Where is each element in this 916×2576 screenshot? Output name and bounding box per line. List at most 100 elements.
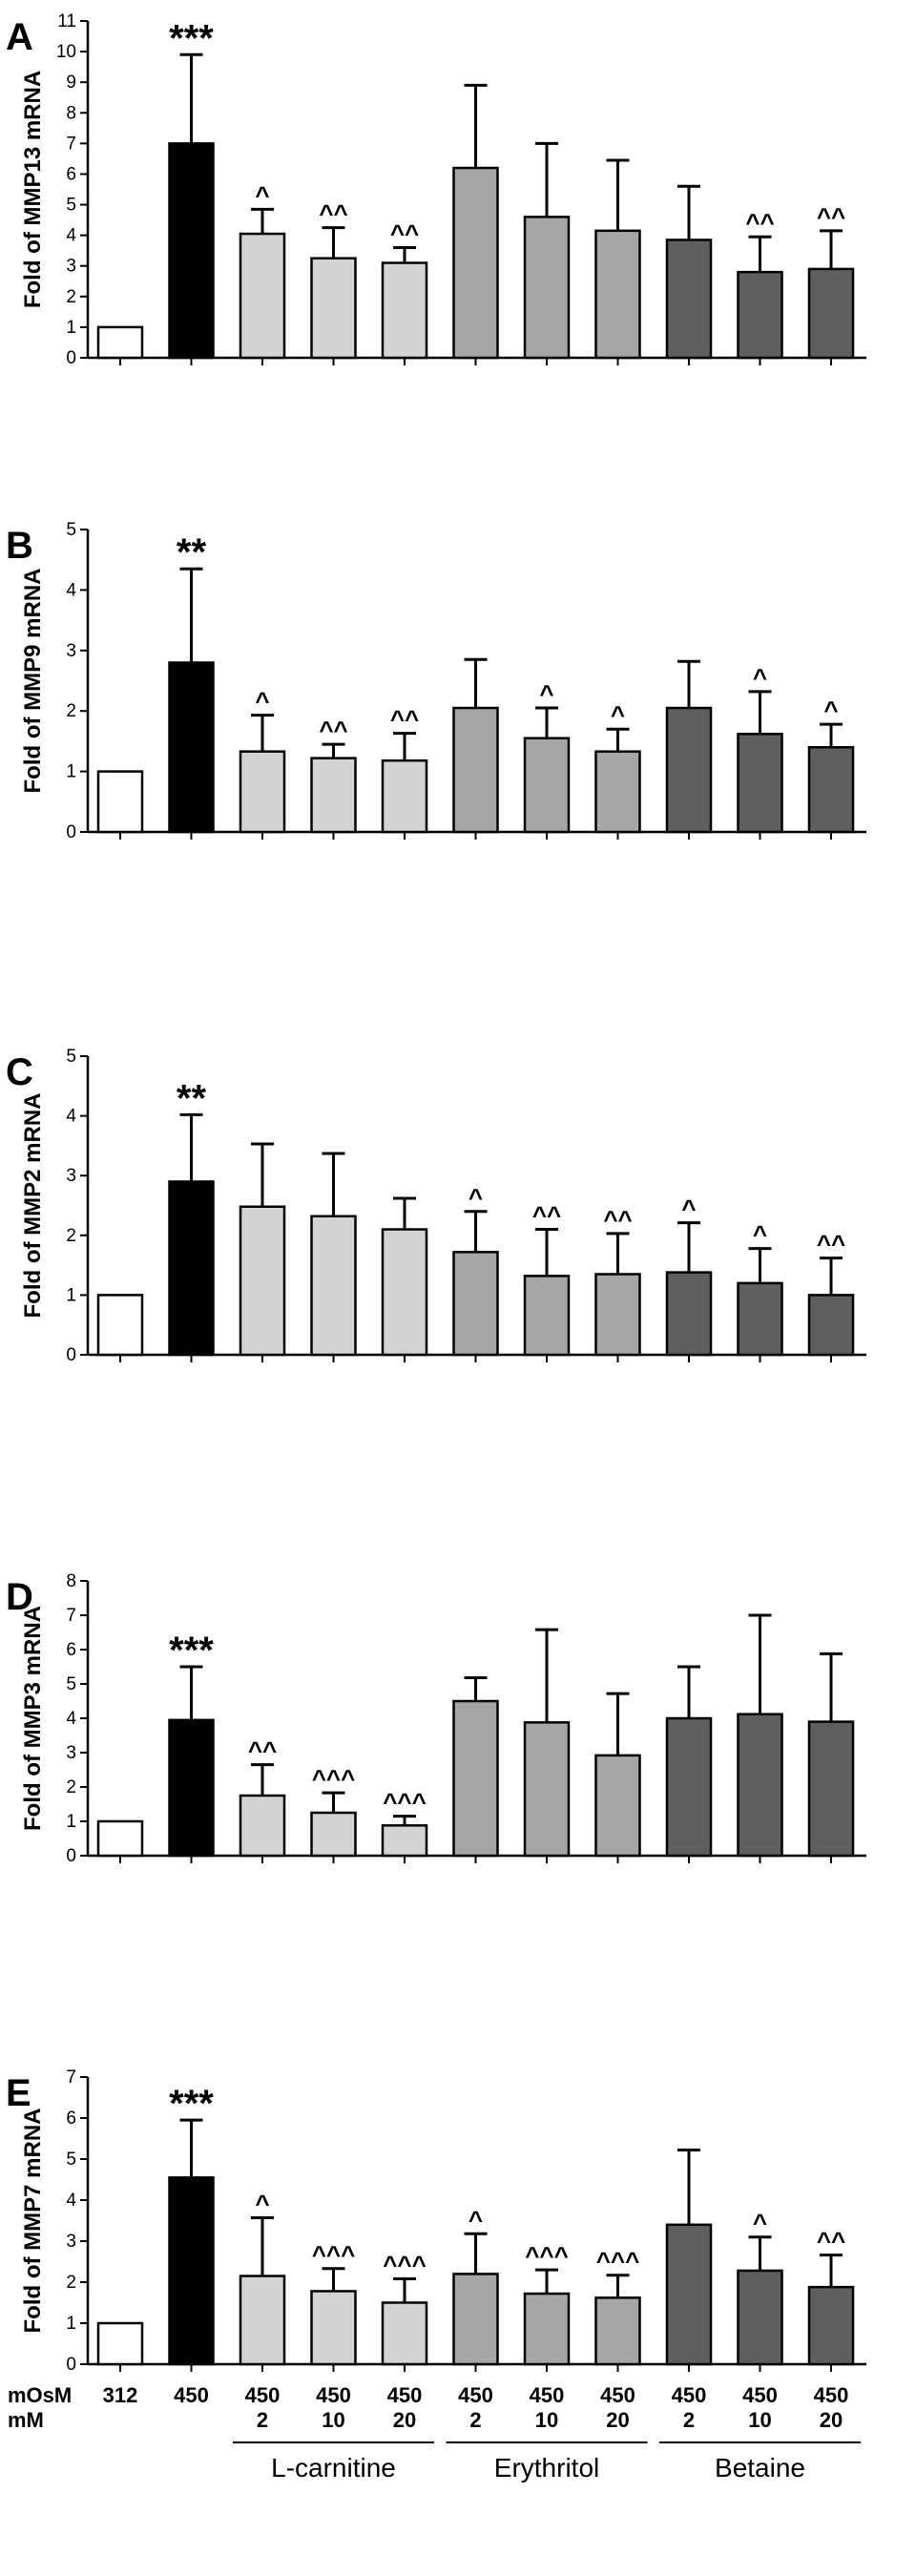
panel-letter: A: [6, 16, 33, 58]
bar: [523, 1275, 571, 1357]
y-tick-label: 1: [66, 762, 76, 782]
significance-label: ***: [169, 1630, 214, 1672]
y-tick-label: 4: [66, 1107, 76, 1127]
x-tick-label: 450: [600, 2383, 635, 2407]
significance-label: ^: [255, 180, 269, 209]
y-tick-label: 7: [66, 1606, 76, 1626]
x-tick-label: 450: [458, 2383, 493, 2407]
bar: [594, 2296, 641, 2366]
bar: [168, 661, 215, 834]
significance-label: ^: [255, 2189, 269, 2217]
bar: [594, 1273, 641, 1357]
significance-label: ^: [753, 663, 767, 692]
x-tick-label: 20: [820, 2408, 843, 2432]
y-tick-label: 6: [66, 2109, 76, 2129]
significance-label: ^^: [319, 199, 347, 228]
significance-label: ^^^: [596, 2247, 640, 2275]
significance-label: ^^: [817, 202, 845, 231]
bar: [310, 757, 357, 834]
significance-label: ^: [611, 700, 625, 729]
x-row-label: mOsM: [8, 2383, 72, 2407]
y-tick-label: 5: [66, 1674, 76, 1694]
bar: [665, 239, 713, 360]
significance-label: ^^: [248, 1736, 277, 1765]
y-tick-label: 0: [66, 822, 76, 842]
bar: [381, 1228, 428, 1357]
y-tick-label: 2: [66, 1777, 76, 1797]
group-label: Betaine: [715, 2453, 805, 2483]
panel-letter: E: [6, 2072, 31, 2114]
y-axis-label: Fold of MMP2 mRNA: [20, 1093, 46, 1319]
panel-letter: B: [6, 525, 33, 567]
bar: [523, 216, 571, 360]
y-tick-label: 8: [66, 1571, 76, 1591]
y-tick-label: 4: [66, 2191, 76, 2211]
x-tick-label: 450: [530, 2383, 565, 2407]
bar: [807, 745, 855, 834]
x-tick-label: 20: [606, 2408, 629, 2432]
bar: [168, 1180, 215, 1357]
significance-label: ^^^: [312, 1764, 356, 1793]
significance-label: ^^: [390, 218, 419, 247]
significance-label: ^^: [390, 705, 419, 734]
x-tick-label: 2: [469, 2408, 481, 2432]
bar: [310, 1215, 357, 1357]
significance-label: ^: [468, 2205, 483, 2233]
bar: [523, 737, 571, 834]
bar: [452, 706, 499, 834]
significance-label: ^^: [817, 2227, 845, 2255]
y-tick-label: 7: [66, 2067, 76, 2088]
significance-label: ^: [753, 1220, 767, 1249]
bar: [737, 1713, 783, 1858]
y-tick-label: 3: [66, 641, 76, 661]
bar: [310, 1811, 357, 1858]
y-tick-label: 9: [66, 73, 76, 93]
x-tick-label: 10: [322, 2408, 344, 2432]
y-axis-label: Fold of MMP13 mRNA: [20, 71, 46, 308]
bar: [452, 166, 499, 360]
x-tick-label: 450: [316, 2383, 351, 2407]
significance-label: **: [177, 531, 207, 573]
y-tick-label: 0: [66, 1345, 76, 1365]
y-tick-label: 1: [66, 318, 76, 338]
significance-label: ^^: [603, 1205, 632, 1234]
x-tick-label: 10: [748, 2408, 771, 2432]
significance-label: ^^: [745, 208, 774, 237]
bar: [168, 2176, 215, 2366]
bar: [310, 257, 357, 360]
y-tick-label: 0: [66, 1846, 76, 1866]
bar: [381, 261, 428, 360]
bar: [96, 325, 144, 360]
x-tick-label: 10: [535, 2408, 558, 2432]
bar: [737, 2269, 783, 2366]
y-tick-label: 3: [66, 2232, 76, 2252]
y-tick-label: 1: [66, 1285, 76, 1305]
bar: [239, 750, 286, 834]
bar: [737, 733, 783, 834]
bar: [96, 2321, 144, 2366]
panel-letter: D: [6, 1576, 33, 1618]
significance-label: ^: [468, 1183, 483, 1212]
significance-label: ^^^: [312, 2240, 356, 2269]
significance-label: **: [177, 1077, 207, 1119]
x-tick-label: 2: [257, 2408, 268, 2432]
panel-letter: C: [6, 1051, 33, 1093]
bar: [523, 2292, 571, 2366]
bar: [665, 2223, 713, 2366]
significance-label: ^^^: [525, 2241, 569, 2270]
y-tick-label: 6: [66, 1640, 76, 1660]
x-tick-label: 450: [387, 2383, 423, 2407]
bar: [239, 1205, 286, 1357]
bar: [452, 2273, 499, 2366]
x-tick-label: 450: [174, 2383, 209, 2407]
bar: [594, 750, 641, 834]
y-tick-label: 4: [66, 580, 76, 600]
bar: [168, 142, 215, 360]
